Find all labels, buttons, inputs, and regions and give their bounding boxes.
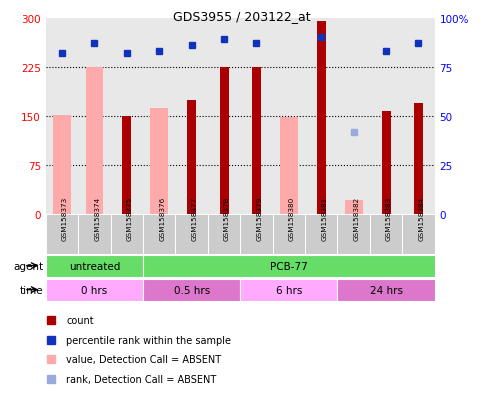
Text: GSM158382: GSM158382	[354, 196, 360, 240]
Bar	[78, 215, 111, 254]
Text: GDS3955 / 203122_at: GDS3955 / 203122_at	[173, 10, 310, 23]
Text: GSM158376: GSM158376	[159, 196, 165, 240]
Text: time: time	[20, 285, 43, 295]
Bar	[46, 215, 78, 254]
Bar	[305, 215, 338, 254]
Text: GSM158373: GSM158373	[62, 196, 68, 240]
Bar	[280, 118, 298, 215]
Bar	[414, 104, 423, 215]
Bar	[338, 279, 435, 301]
Bar	[46, 279, 143, 301]
Bar	[273, 215, 305, 254]
Bar	[241, 279, 338, 301]
Bar	[143, 215, 175, 254]
Bar	[150, 109, 168, 215]
Bar	[53, 115, 71, 215]
Text: GSM158374: GSM158374	[95, 196, 100, 240]
Bar	[370, 215, 402, 254]
Text: GSM158379: GSM158379	[256, 196, 262, 240]
Text: GSM158375: GSM158375	[127, 196, 133, 240]
Bar	[252, 68, 261, 215]
Bar	[220, 68, 228, 215]
Bar	[382, 112, 391, 215]
Bar	[85, 68, 103, 215]
Bar	[143, 279, 241, 301]
Text: agent: agent	[14, 261, 43, 271]
Text: 0.5 hrs: 0.5 hrs	[173, 285, 210, 295]
Text: 0 hrs: 0 hrs	[81, 285, 108, 295]
Text: 6 hrs: 6 hrs	[276, 285, 302, 295]
Bar	[345, 200, 363, 215]
Text: GSM158381: GSM158381	[321, 196, 327, 240]
Bar	[46, 255, 143, 277]
Text: rank, Detection Call = ABSENT: rank, Detection Call = ABSENT	[66, 374, 216, 384]
Text: GSM158384: GSM158384	[418, 196, 425, 240]
Text: PCB-77: PCB-77	[270, 261, 308, 271]
Bar	[208, 215, 241, 254]
Text: count: count	[66, 315, 94, 325]
Bar	[111, 215, 143, 254]
Bar	[338, 215, 370, 254]
Text: untreated: untreated	[69, 261, 120, 271]
Text: 24 hrs: 24 hrs	[369, 285, 403, 295]
Text: value, Detection Call = ABSENT: value, Detection Call = ABSENT	[66, 354, 221, 364]
Bar	[175, 215, 208, 254]
Bar	[317, 22, 326, 215]
Bar	[402, 215, 435, 254]
Text: percentile rank within the sample: percentile rank within the sample	[66, 335, 231, 345]
Bar	[241, 215, 273, 254]
Bar	[143, 255, 435, 277]
Bar	[122, 116, 131, 215]
Bar	[187, 100, 196, 215]
Text: GSM158383: GSM158383	[386, 196, 392, 240]
Text: GSM158380: GSM158380	[289, 196, 295, 240]
Text: GSM158378: GSM158378	[224, 196, 230, 240]
Text: GSM158377: GSM158377	[192, 196, 198, 240]
